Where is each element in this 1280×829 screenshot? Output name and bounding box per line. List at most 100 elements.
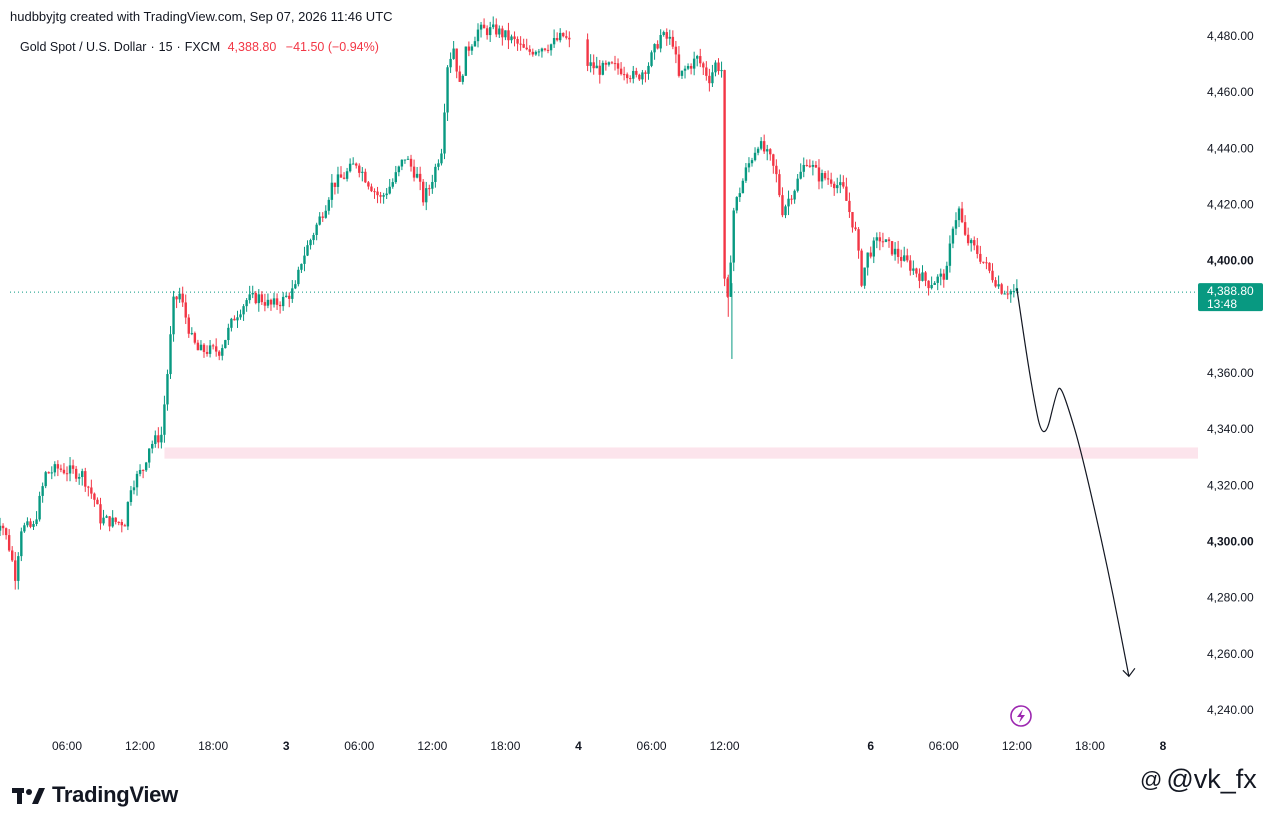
candle-body: [927, 280, 930, 289]
candle-body: [312, 234, 315, 241]
candle-body: [17, 556, 20, 581]
candle-body: [221, 348, 224, 356]
candle-body: [970, 240, 973, 244]
flash-icon[interactable]: [1010, 705, 1032, 727]
candle-body: [805, 164, 808, 166]
candle-body: [939, 273, 942, 277]
candle-body: [144, 462, 148, 471]
candle-body: [683, 68, 687, 71]
candle-body: [59, 468, 63, 470]
candle-body: [976, 245, 979, 254]
candle-body: [555, 38, 559, 41]
candle-body: [973, 240, 976, 246]
candle-body: [951, 228, 955, 244]
candle-body: [65, 473, 69, 475]
candle-body: [966, 234, 970, 244]
candle-body: [485, 28, 489, 36]
candle-body: [921, 272, 924, 281]
candle-body: [552, 38, 556, 45]
x-tick-label: 18:00: [490, 739, 520, 753]
candle-body: [534, 51, 538, 55]
candle-body: [224, 340, 227, 349]
candle-body: [178, 293, 181, 300]
interval[interactable]: 15: [158, 40, 173, 54]
watermark-text: @vk_fx: [1166, 764, 1257, 794]
candle-body: [833, 183, 836, 189]
candle-body: [154, 435, 157, 444]
candle-body: [294, 284, 297, 289]
candle-body: [625, 74, 629, 79]
x-tick-label: 8: [1160, 739, 1167, 753]
candle-body: [811, 165, 815, 167]
candle-body: [899, 256, 903, 261]
candle-body: [29, 521, 32, 527]
candle-body: [747, 163, 751, 168]
candle-body: [817, 167, 821, 182]
candle-body: [242, 306, 245, 315]
candle-body: [653, 44, 656, 53]
candle-body: [638, 74, 641, 80]
y-tick-label: 4,460.00: [1207, 85, 1254, 99]
candle-body: [829, 179, 833, 184]
y-axis[interactable]: 4,480.00 4,460.00 4,440.00 4,420.00 4,400.00…: [1207, 29, 1254, 717]
tradingview-logo[interactable]: TradingView: [12, 782, 178, 808]
candle-body: [674, 46, 678, 55]
candle-body: [1006, 293, 1009, 295]
candle-body: [4, 528, 8, 536]
price-badge-countdown: 13:48: [1207, 297, 1237, 311]
candle-body: [842, 182, 845, 187]
candle-body: [848, 200, 851, 213]
tradingview-logo-text: TradingView: [52, 782, 178, 807]
candle-body: [208, 345, 212, 354]
candle-body: [790, 198, 793, 200]
candle-body: [759, 141, 763, 149]
candle-body: [650, 52, 653, 66]
candle-body: [461, 75, 464, 82]
candle-body: [665, 32, 668, 39]
candle-body: [543, 48, 547, 50]
candle-body: [860, 250, 863, 286]
candle-body: [635, 70, 638, 75]
candle-body: [333, 182, 337, 187]
candle-body: [151, 443, 154, 449]
candle-body: [720, 70, 723, 72]
candle-body: [1, 525, 5, 529]
candle-body: [348, 163, 352, 172]
candle-body: [945, 265, 949, 280]
candle-body: [903, 255, 906, 261]
candle-body: [565, 36, 568, 38]
candle-body: [196, 342, 200, 351]
candle-body: [120, 521, 123, 526]
symbol-legend[interactable]: Gold Spot / U.S. Dollar · 15 · FXCM 4,388.80…: [20, 40, 379, 54]
candle-body: [750, 160, 754, 164]
symbol-name[interactable]: Gold Spot / U.S. Dollar: [20, 40, 147, 54]
candle-body: [376, 191, 379, 196]
candle-body: [723, 70, 726, 279]
candle-body: [963, 222, 967, 235]
candle-body: [199, 344, 203, 351]
candle-body: [714, 62, 717, 73]
candle-body: [887, 239, 891, 242]
candle-body: [114, 517, 117, 522]
candle-body: [370, 186, 373, 192]
candle-body: [930, 284, 933, 289]
candle-body: [385, 193, 388, 196]
candle-body: [62, 469, 66, 474]
candle-body: [775, 165, 778, 175]
x-axis[interactable]: 06:00 12:00 18:00 3 06:00 12:00 18:00 4 06:00 12:…: [52, 739, 1167, 753]
candle-body: [872, 240, 875, 257]
candle-body: [190, 333, 194, 335]
candle-body: [99, 504, 102, 524]
candle-body: [662, 32, 665, 36]
x-tick-label: 18:00: [1075, 739, 1105, 753]
x-tick-label: 12:00: [125, 739, 155, 753]
candle-body: [467, 46, 471, 51]
candle-body: [699, 56, 702, 64]
candle-body: [708, 75, 711, 84]
candle-body: [138, 469, 142, 474]
candle-body: [236, 317, 239, 321]
candle-body: [202, 344, 206, 352]
candle-body: [163, 404, 166, 435]
candle-body: [425, 188, 428, 203]
